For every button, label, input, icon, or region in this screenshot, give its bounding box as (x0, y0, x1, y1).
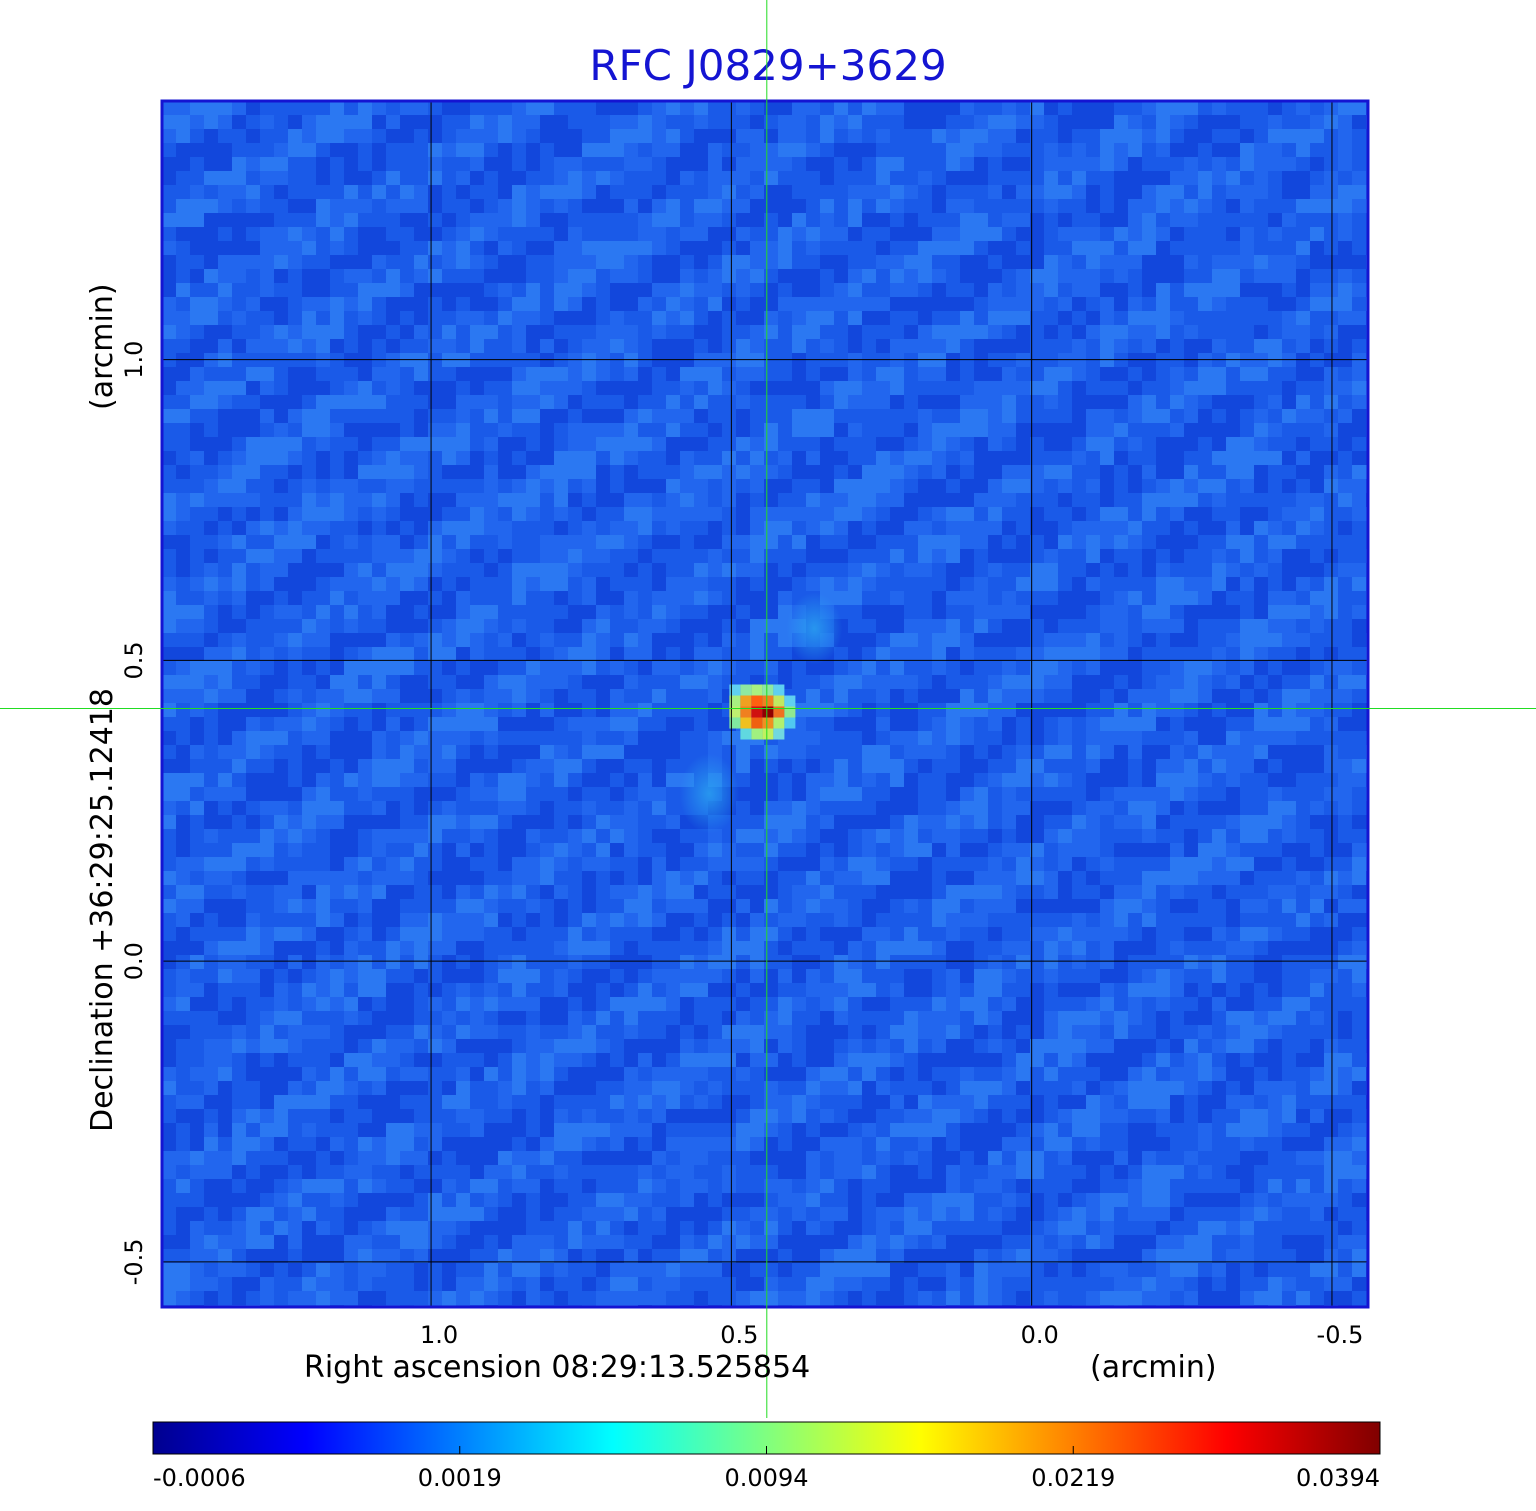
source-peak (729, 684, 796, 740)
y-axis-unit: (arcmin) (85, 283, 120, 410)
y-axis-label: Declination +36:29:25.12418 (85, 688, 120, 1132)
heatmap-image (162, 101, 1368, 1307)
plot-frame (160, 99, 1370, 1309)
colorbar-tick-label: 0.0019 (418, 1464, 502, 1492)
x-axis-unit: (arcmin) (1090, 1350, 1217, 1385)
y-tick-label: 0.5 (120, 641, 148, 679)
y-tick-label: 1.0 (120, 341, 148, 379)
y-tick-label: -0.5 (120, 1238, 148, 1285)
colorbar-tick-label: 0.0219 (1031, 1464, 1115, 1492)
crosshair (0, 0, 1536, 1418)
x-tick-labels: 1.0 0.5 0.0 -0.5 (420, 1321, 1363, 1349)
x-tick-label: 0.0 (1021, 1321, 1059, 1349)
y-tick-labels: 1.0 0.5 0.0 -0.5 (120, 341, 148, 1286)
x-tick-label: 0.5 (720, 1321, 758, 1349)
colorbar-tick-label: 0.0094 (725, 1464, 809, 1492)
x-tick-label: 1.0 (420, 1321, 458, 1349)
x-tick-label: -0.5 (1317, 1321, 1364, 1349)
colorbar-tick-label: -0.0006 (153, 1464, 246, 1492)
x-axis-label: Right ascension 08:29:13.525854 (304, 1350, 810, 1385)
colorbar-tick-label: 0.0394 (1296, 1464, 1380, 1492)
chart-title: RFC J0829+3629 (589, 41, 947, 90)
grid-lines (162, 101, 1368, 1307)
y-tick-label: 0.0 (120, 942, 148, 980)
colorbar-ticks: -0.0006 0.0019 0.0094 0.0219 0.0394 (153, 1446, 1380, 1492)
